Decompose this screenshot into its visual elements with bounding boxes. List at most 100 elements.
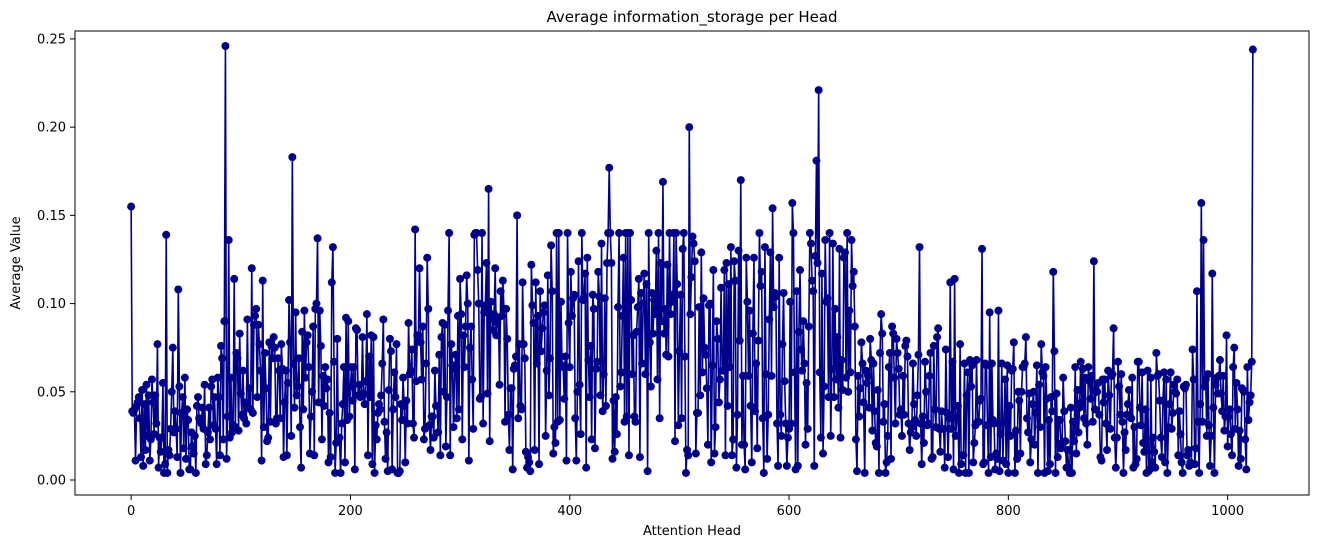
- data-point: [1093, 387, 1102, 396]
- data-point: [788, 199, 797, 208]
- data-point: [851, 435, 860, 444]
- data-point: [139, 461, 148, 470]
- data-point: [425, 421, 434, 430]
- data-point: [921, 357, 930, 366]
- data-point: [892, 334, 901, 343]
- data-point: [1197, 199, 1206, 208]
- data-point: [990, 419, 999, 428]
- data-point: [855, 412, 864, 421]
- data-point: [996, 430, 1005, 439]
- data-point: [790, 368, 799, 377]
- data-point: [1113, 357, 1122, 366]
- data-point: [385, 334, 394, 343]
- data-point: [257, 456, 266, 465]
- data-point: [843, 229, 852, 238]
- data-point: [424, 304, 433, 313]
- data-point: [1172, 389, 1181, 398]
- data-point: [673, 280, 682, 289]
- data-point: [280, 398, 289, 407]
- data-point: [1101, 419, 1110, 428]
- data-point: [832, 375, 841, 384]
- data-point: [527, 260, 536, 269]
- data-point: [535, 460, 544, 469]
- data-point: [924, 419, 933, 428]
- data-point: [1010, 468, 1019, 477]
- data-point: [154, 463, 163, 472]
- data-point: [879, 417, 888, 426]
- data-point: [1175, 407, 1184, 416]
- data-point: [652, 246, 661, 255]
- data-point: [926, 348, 935, 357]
- data-point: [198, 403, 207, 412]
- data-point: [606, 229, 615, 238]
- data-point: [419, 435, 428, 444]
- data-point: [760, 243, 769, 252]
- data-point: [507, 384, 516, 393]
- data-point: [1072, 449, 1081, 458]
- data-point: [894, 364, 903, 373]
- data-point: [426, 446, 435, 455]
- data-point: [268, 354, 277, 363]
- data-point: [872, 442, 881, 451]
- data-point: [1140, 447, 1149, 456]
- data-point: [1222, 331, 1231, 340]
- data-point: [189, 449, 198, 458]
- data-point: [605, 163, 614, 172]
- data-point: [919, 438, 928, 447]
- data-point: [639, 299, 648, 308]
- data-point: [597, 239, 606, 248]
- data-point: [310, 451, 319, 460]
- data-point: [200, 380, 209, 389]
- data-point: [647, 288, 656, 297]
- data-point: [549, 449, 558, 458]
- data-point: [1244, 416, 1253, 425]
- data-point: [1001, 375, 1010, 384]
- data-point: [287, 431, 296, 440]
- x-tick-label: 0: [127, 504, 135, 519]
- data-point: [217, 341, 226, 350]
- data-point: [450, 364, 459, 373]
- data-point: [883, 431, 892, 440]
- data-point: [907, 423, 916, 432]
- data-point: [735, 336, 744, 345]
- data-point: [242, 419, 251, 428]
- data-point: [916, 419, 925, 428]
- data-point: [888, 322, 897, 331]
- data-point: [994, 306, 1003, 315]
- data-point: [472, 229, 481, 238]
- data-point: [433, 401, 442, 410]
- data-point: [1028, 400, 1037, 409]
- data-point: [1195, 468, 1204, 477]
- data-point: [1220, 426, 1229, 435]
- data-point: [430, 366, 439, 375]
- data-point: [917, 460, 926, 469]
- data-point: [461, 322, 470, 331]
- data-point: [653, 375, 662, 384]
- data-point: [338, 400, 347, 409]
- data-point: [152, 419, 161, 428]
- data-point: [1192, 287, 1201, 296]
- data-point: [825, 229, 834, 238]
- data-point: [1016, 449, 1025, 458]
- data-point: [300, 306, 309, 315]
- data-point: [593, 357, 602, 366]
- data-point: [768, 204, 777, 213]
- data-point: [721, 451, 730, 460]
- data-point: [1039, 371, 1048, 380]
- data-point: [1109, 324, 1118, 333]
- data-point: [1043, 467, 1052, 476]
- data-point: [1247, 357, 1256, 366]
- data-point: [933, 333, 942, 342]
- data-point: [435, 350, 444, 359]
- data-point: [952, 414, 961, 423]
- data-point: [206, 435, 215, 444]
- data-point: [194, 393, 203, 402]
- data-point: [1166, 368, 1175, 377]
- data-point: [624, 451, 633, 460]
- data-point: [289, 359, 298, 368]
- data-point: [496, 287, 505, 296]
- data-point: [326, 453, 335, 462]
- data-point: [667, 290, 676, 299]
- data-point: [1232, 378, 1241, 387]
- data-point: [1225, 405, 1234, 414]
